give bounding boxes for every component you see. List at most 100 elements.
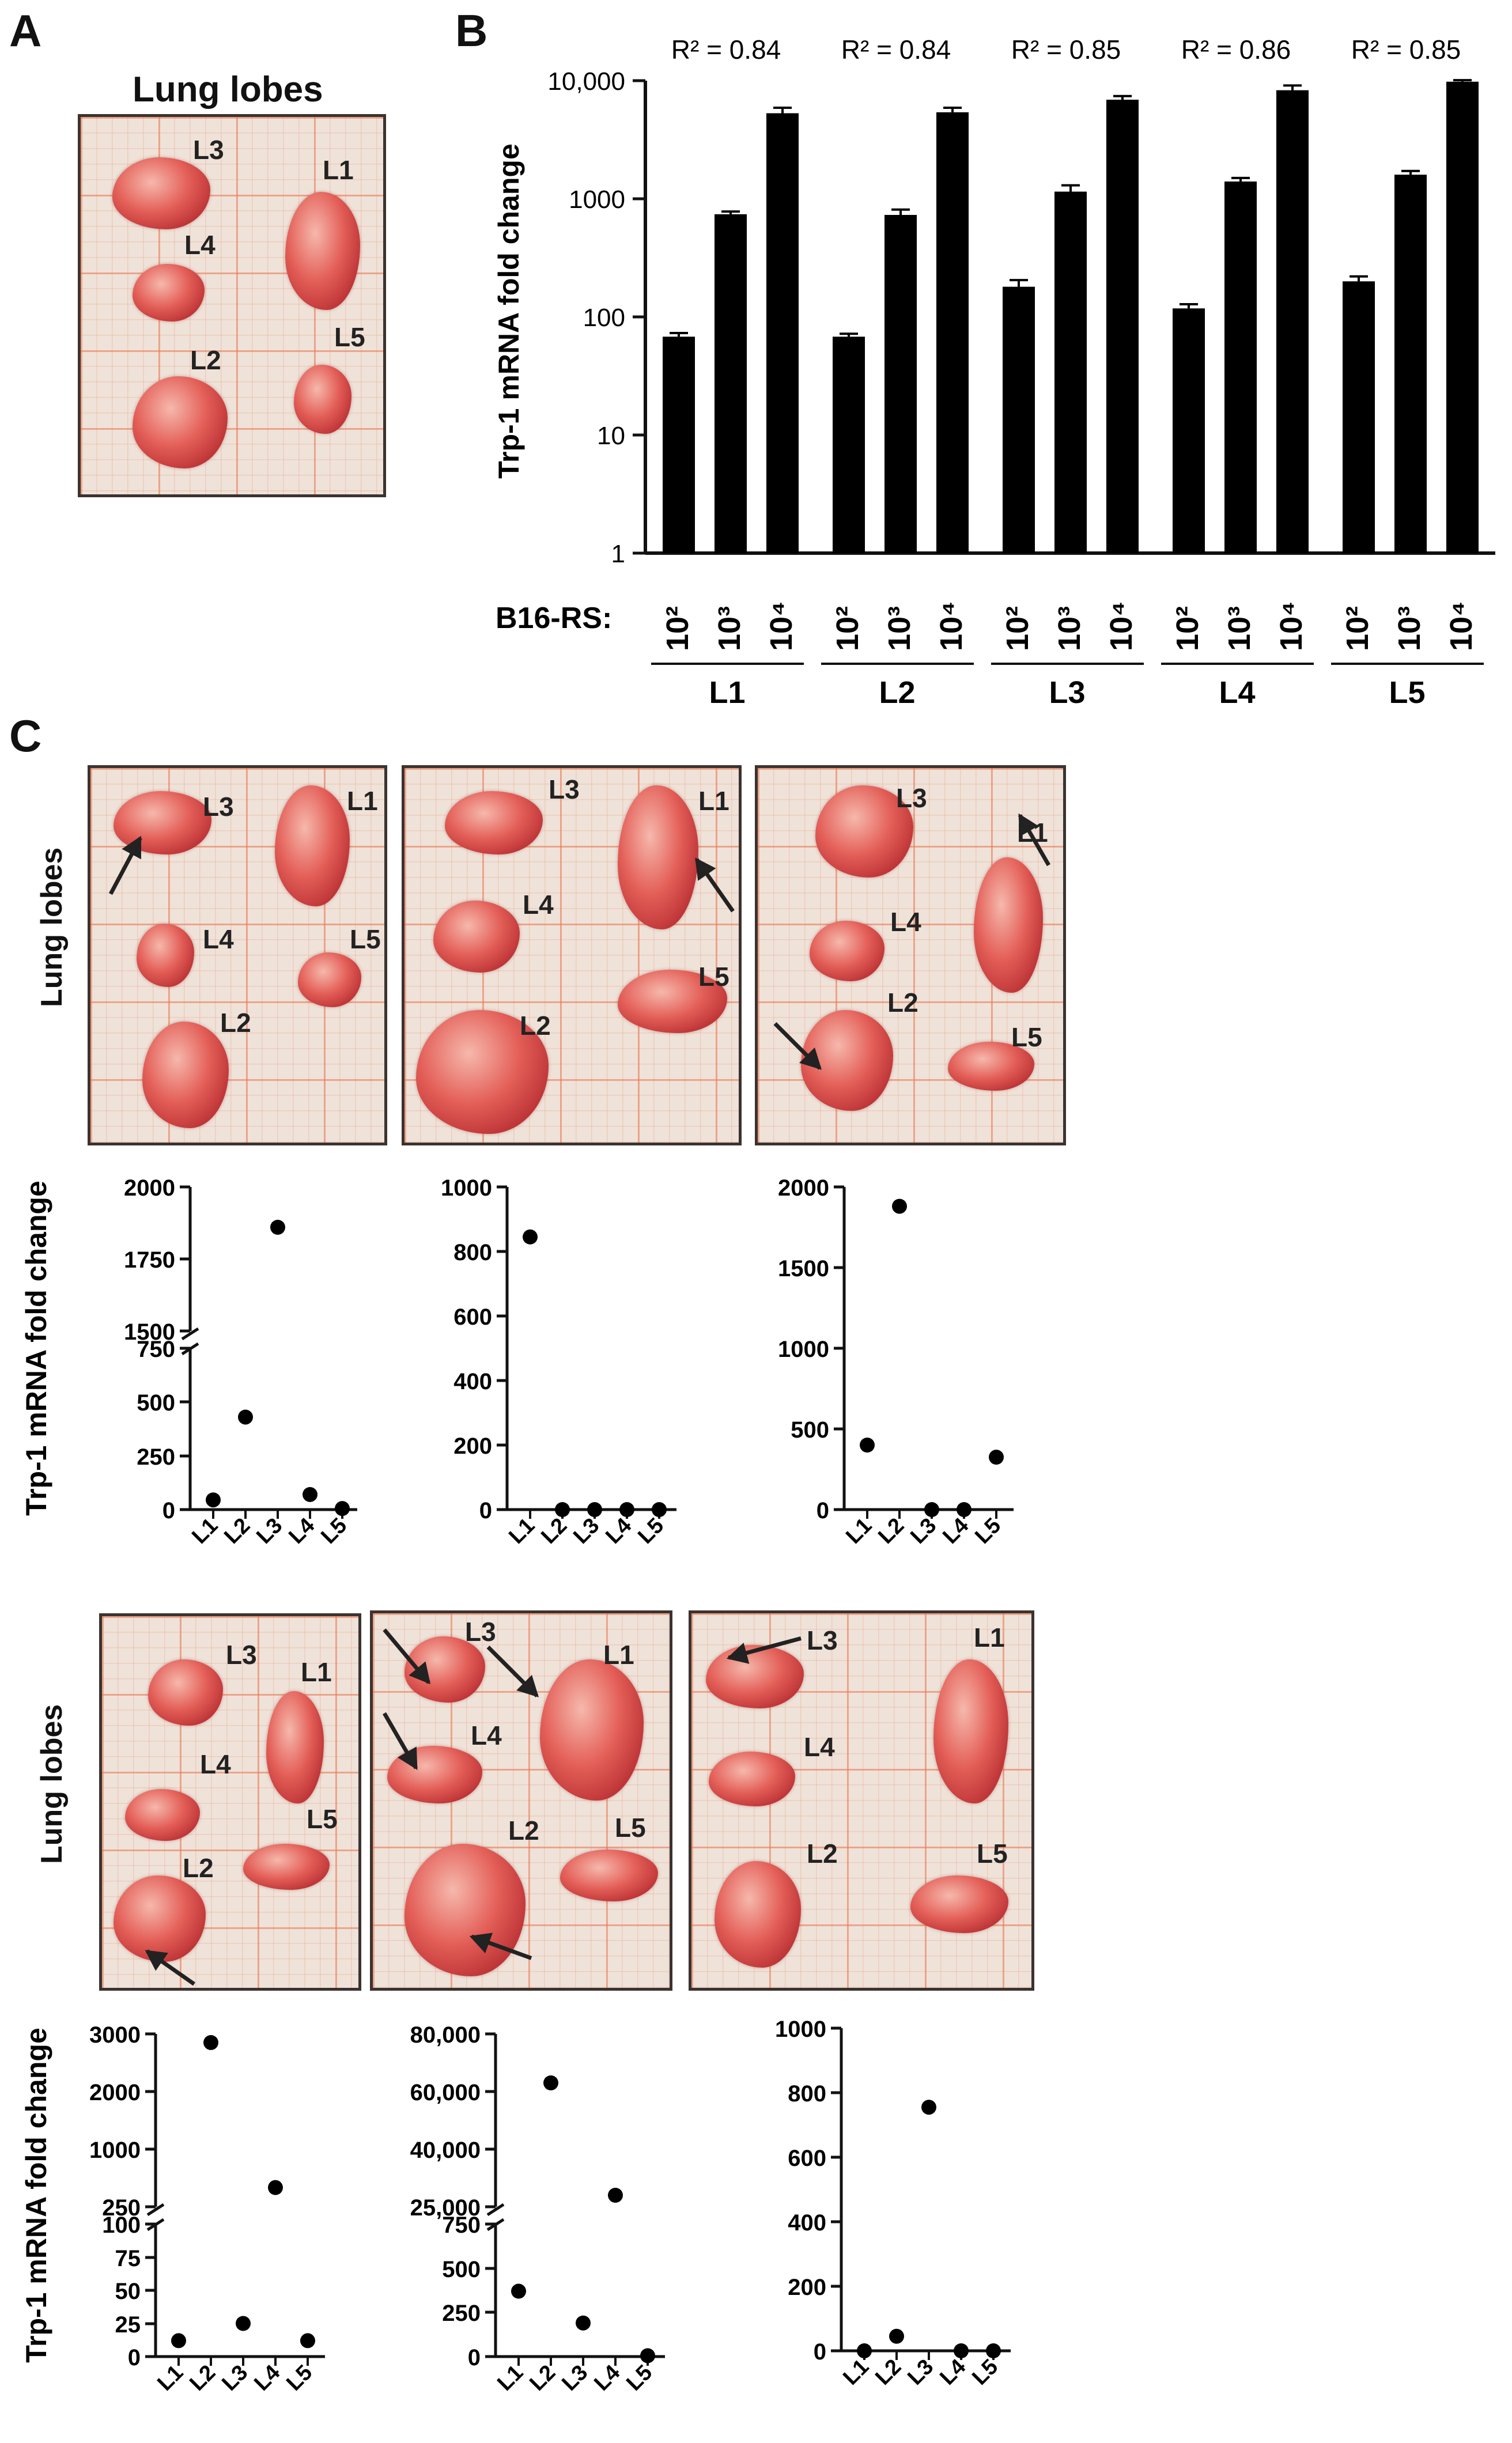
photo-c4: L3 L1 L4 L5 L2 xyxy=(99,1613,361,1991)
x-tick-label: L5 xyxy=(316,1514,351,1549)
bar xyxy=(715,214,747,553)
y-tick-label: 60,000 xyxy=(410,2080,481,2105)
x-tick-label: L5 xyxy=(967,2355,1003,2390)
lobe-label: L2 xyxy=(807,1839,838,1869)
data-point xyxy=(270,1220,285,1235)
dose-label: 10² xyxy=(1170,606,1205,651)
lobe-label: L1 xyxy=(301,1657,332,1687)
bar xyxy=(1224,181,1257,553)
lobe-label: L4 xyxy=(523,890,554,920)
y-tick-label: 1000 xyxy=(89,2138,141,2163)
dose-label: 10³ xyxy=(1052,606,1087,651)
lobe-l2 xyxy=(133,376,228,468)
lobe-label: L5 xyxy=(334,322,365,352)
scatter-plot-4: Trp-1 mRNA fold change 300020001000250100… xyxy=(20,2022,325,2396)
lobe-label: L3 xyxy=(226,1640,257,1670)
y-tick-label: 200 xyxy=(453,1434,492,1459)
data-point xyxy=(300,2333,315,2349)
lobe-l4 xyxy=(137,924,194,987)
x-tick-label: L1 xyxy=(841,1514,876,1549)
data-point xyxy=(303,1487,317,1502)
x-tick-label: L2 xyxy=(185,2361,220,2396)
axis-break xyxy=(486,2203,505,2217)
dose-label: 10³ xyxy=(882,606,917,651)
bar xyxy=(1003,286,1035,553)
dose-label: 10⁴ xyxy=(1444,601,1479,651)
r2-label: R² = 0.86 xyxy=(1181,35,1291,65)
y-tick-label: 500 xyxy=(137,1390,175,1416)
lobe-label: L5 xyxy=(350,924,381,954)
y-tick-label: 400 xyxy=(788,2210,826,2236)
photo-c6: L3 L1 L4 L2 L5 xyxy=(689,1610,1034,1991)
y-tick-label: 10 xyxy=(597,422,625,450)
arrow xyxy=(695,858,735,913)
dose-label: 10² xyxy=(660,606,695,651)
lobe-label: L5 xyxy=(615,1813,646,1843)
x-tick-label: L5 xyxy=(622,2361,657,2396)
data-point xyxy=(543,2075,558,2090)
x-tick-label: L2 xyxy=(536,1514,572,1549)
y-tick-label: 200 xyxy=(788,2275,826,2300)
lobe-label: L1 xyxy=(974,1623,1005,1652)
lobe-l3 xyxy=(112,157,210,229)
data-point xyxy=(924,1502,939,1517)
y-tick-label: 750 xyxy=(137,1337,175,1362)
y-tick-label: 1000 xyxy=(778,1337,829,1362)
data-point xyxy=(860,1438,875,1453)
data-point xyxy=(576,2315,591,2331)
y-axis-label: Trp-1 mRNA fold change xyxy=(493,143,525,479)
data-point xyxy=(171,2333,186,2349)
lobe-l5 xyxy=(948,1042,1034,1091)
dose-label: 10⁴ xyxy=(934,601,969,651)
photo-c2: L3 L1 L4 L5 L2 xyxy=(402,765,742,1145)
panel-a-letter: A xyxy=(9,5,42,56)
dose-label: 10² xyxy=(1000,606,1035,651)
data-point xyxy=(268,2180,283,2195)
photo-ylabel: Lung lobes xyxy=(35,847,69,1007)
y-tick-label: 800 xyxy=(788,2081,826,2107)
lobe-l5 xyxy=(298,952,361,1007)
lobe-label: L5 xyxy=(307,1804,338,1834)
bar xyxy=(1173,308,1205,553)
lobe-label: L1 xyxy=(347,786,378,816)
data-point xyxy=(954,2343,969,2358)
data-point xyxy=(206,1492,221,1508)
y-tick-label: 80,000 xyxy=(410,2022,481,2048)
lobe-label: L3 xyxy=(896,783,927,813)
lobe-l2 xyxy=(142,1022,229,1128)
y-tick-label: 0 xyxy=(162,1498,175,1523)
data-point xyxy=(640,2348,655,2363)
bar xyxy=(663,336,695,553)
data-point xyxy=(511,2283,526,2299)
y-tick-label: 25,000 xyxy=(410,2195,481,2221)
lobe-label: L1 xyxy=(323,155,354,185)
x-tick-label: L3 xyxy=(557,2361,592,2396)
x-tick-label: L1 xyxy=(153,2361,188,2396)
y-tick-label: 250 xyxy=(442,2301,481,2326)
bar xyxy=(884,215,917,553)
y-tick-label: 100 xyxy=(102,2213,141,2238)
y-tick-label: 1000 xyxy=(775,2017,826,2042)
photo-c1: L3 L1 L4 L5 L2 xyxy=(88,765,387,1145)
lobe-label: L4 xyxy=(184,230,216,260)
x-tick-label: L1 xyxy=(504,1514,539,1549)
y-tick-label: 25 xyxy=(115,2312,141,2338)
y-tick-label: 0 xyxy=(128,2345,141,2370)
data-point xyxy=(619,1502,634,1517)
dose-label: 10³ xyxy=(1222,606,1257,651)
photo-ylabel: Lung lobes xyxy=(35,1704,69,1864)
lobe-l4 xyxy=(433,901,520,973)
r2-label: R² = 0.84 xyxy=(841,35,951,65)
x-tick-label: L3 xyxy=(906,1514,941,1549)
x-tick-label: L3 xyxy=(252,1514,287,1549)
lobe-l5 xyxy=(618,970,727,1033)
panel-c-letter: C xyxy=(9,710,42,761)
data-point xyxy=(652,1502,667,1517)
y-tick-label: 1000 xyxy=(569,186,625,214)
y-tick-label: 50 xyxy=(115,2279,141,2304)
y-tick-label: 100 xyxy=(583,304,625,332)
dose-label: 10⁴ xyxy=(1104,601,1139,651)
